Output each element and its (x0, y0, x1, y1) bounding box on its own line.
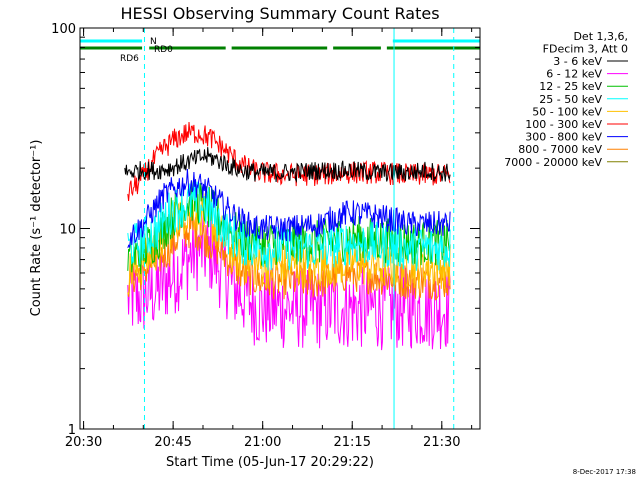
legend-entry-8: 7000 - 20000 keV (504, 156, 602, 169)
state-label-rd0: RD0 (154, 45, 173, 55)
state-label-rd6: RD6 (120, 54, 139, 64)
series-line-25-50-kev (127, 181, 451, 271)
x-axis-label: Start Time (05-Jun-17 20:29:22) (166, 455, 374, 470)
x-tick-label-0: 20:30 (65, 435, 102, 450)
legend-entry-6: 300 - 800 keV (525, 131, 602, 144)
state-label-n: N (150, 37, 157, 47)
y-tick-label-2: 100 (51, 22, 76, 37)
legend-entry-7: 800 - 7000 keV (518, 143, 602, 156)
vertical-markers (143, 28, 455, 429)
series-line-3-6-kev (124, 147, 451, 184)
timestamp: 8-Dec-2017 17:38 (573, 468, 636, 476)
legend-header-1: FDecim 3, Att 0 (543, 43, 628, 56)
x-tick-label-1: 20:45 (154, 435, 191, 450)
x-tick-label-4: 21:30 (423, 435, 460, 450)
series-line-300-800-kev (127, 168, 451, 249)
legend-entry-1: 6 - 12 keV (546, 68, 602, 81)
legend-entry-0: 3 - 6 keV (553, 55, 602, 68)
legend-header-0: Det 1,3,6, (573, 30, 628, 43)
axes: 20:30 20:45 21:00 21:15 21:30 1 10 100 (51, 22, 480, 450)
series-line-6-12-kev (127, 208, 451, 351)
legend-entry-4: 50 - 100 keV (532, 105, 602, 118)
chart-title: HESSI Observing Summary Count Rates (120, 4, 439, 23)
data-layer (124, 121, 451, 351)
legend-entry-2: 12 - 25 keV (539, 80, 602, 93)
y-tick-label-0: 1 (68, 423, 76, 438)
legend-entry-3: 25 - 50 keV (539, 93, 602, 106)
y-tick-label-1: 10 (59, 223, 76, 238)
y-axis-label: Count Rate (s⁻¹ detector⁻¹) (29, 140, 44, 317)
legend-entry-5: 100 - 300 keV (525, 118, 602, 131)
x-tick-label-2: 21:00 (244, 435, 281, 450)
x-tick-label-3: 21:15 (334, 435, 371, 450)
